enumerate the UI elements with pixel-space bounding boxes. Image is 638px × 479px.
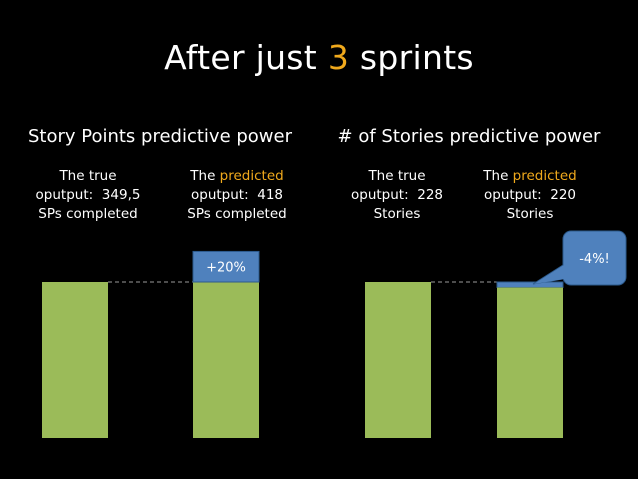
caption-line: Stories (506, 206, 554, 222)
delta-label: +20% (206, 261, 246, 276)
panel-title-story-points: Story Points predictive power (27, 126, 293, 147)
caption-accent: predicted (512, 168, 577, 184)
caption-prefix: The (483, 168, 513, 184)
title-prefix: After just (164, 38, 328, 77)
title-suffix: sprints (349, 38, 474, 77)
bar-true-output (365, 282, 431, 438)
caption-label: oputput: (483, 187, 542, 203)
caption-label: oputput: (190, 187, 249, 203)
bar-delta-segment (496, 281, 564, 288)
caption-stories-true: The true oputput: 228 Stories (337, 167, 457, 224)
caption-line: The true (368, 168, 426, 184)
caption-sp-predicted: The predicted oputput: 418 SPs completed (177, 167, 297, 224)
slide-title: After just 3 sprints (0, 38, 638, 77)
caption-value: 418 (257, 187, 284, 203)
caption-line: oputput: 349,5 (28, 186, 148, 205)
caption-line: oputput: 228 (337, 186, 457, 205)
callout-bubble (562, 230, 627, 286)
caption-line: The true (59, 168, 117, 184)
caption-line: oputput: 220 (470, 186, 590, 205)
title-sprint-count: 3 (327, 38, 350, 77)
caption-line: The predicted (177, 167, 297, 186)
caption-sp-true: The true oputput: 349,5 SPs completed (28, 167, 148, 224)
bar-predicted-output (497, 287, 563, 438)
caption-line: oputput: 418 (177, 186, 297, 205)
caption-label: oputput: (35, 187, 94, 203)
caption-line: SPs completed (187, 206, 287, 222)
caption-stories-predicted: The predicted oputput: 220 Stories (470, 167, 590, 224)
bar-delta-segment (192, 250, 260, 283)
caption-line: SPs completed (38, 206, 138, 222)
bar-true-output (42, 282, 108, 438)
caption-value: 228 (417, 187, 444, 203)
caption-label: oputput: (350, 187, 409, 203)
delta-label: -4%! (579, 252, 610, 267)
bar-predicted-output (193, 282, 259, 438)
caption-line: The predicted (470, 167, 590, 186)
callout-pointer-fill (534, 265, 564, 284)
panel-title-stories: # of Stories predictive power (337, 126, 601, 147)
caption-prefix: The (190, 168, 220, 184)
caption-value: 349,5 (101, 187, 141, 203)
caption-value: 220 (550, 187, 577, 203)
caption-line: Stories (373, 206, 421, 222)
caption-accent: predicted (219, 168, 284, 184)
